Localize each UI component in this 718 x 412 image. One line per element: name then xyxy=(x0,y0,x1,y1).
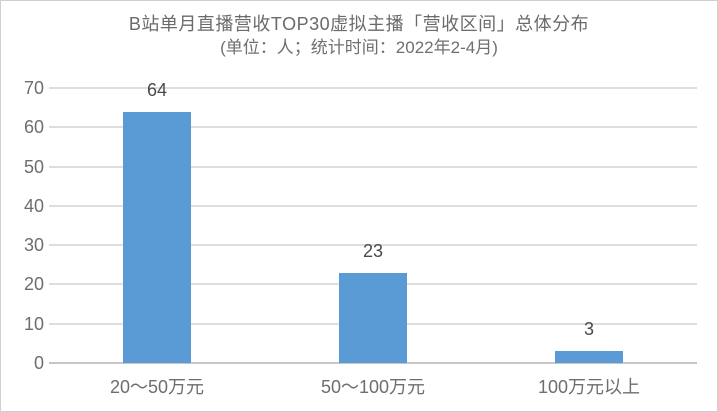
bar xyxy=(123,111,191,363)
gridline xyxy=(49,244,697,247)
y-tick-label: 40 xyxy=(23,195,44,216)
bar xyxy=(555,351,623,363)
chart-subtitle: (单位：人；统计时间：2022年2-4月) xyxy=(220,38,498,57)
y-tick-label: 50 xyxy=(23,156,44,177)
gridline xyxy=(49,126,697,129)
y-tick-label: 0 xyxy=(33,353,44,373)
y-tick-label: 30 xyxy=(23,235,44,256)
x-tick-label: 100万元以上 xyxy=(537,377,641,397)
chart-title: B站单月直播营收TOP30虚拟主播「营收区间」总体分布 xyxy=(128,14,590,34)
x-tick-label: 50～100万元 xyxy=(320,377,426,397)
y-tick-label: 70 xyxy=(23,78,44,98)
gridline xyxy=(49,87,697,89)
bar xyxy=(339,272,407,363)
y-tick-label: 60 xyxy=(23,117,44,138)
gridline xyxy=(49,165,697,168)
y-tick-label: 10 xyxy=(23,313,44,334)
gridline xyxy=(49,204,697,207)
plot-area: 64 23 3 xyxy=(49,80,697,364)
x-tick-label: 20～50万元 xyxy=(109,377,205,397)
x-axis-line xyxy=(49,362,697,364)
y-tick-label: 20 xyxy=(23,274,44,295)
data-label: 23 xyxy=(362,240,384,261)
data-label: 3 xyxy=(583,319,594,340)
data-label: 64 xyxy=(146,79,168,100)
